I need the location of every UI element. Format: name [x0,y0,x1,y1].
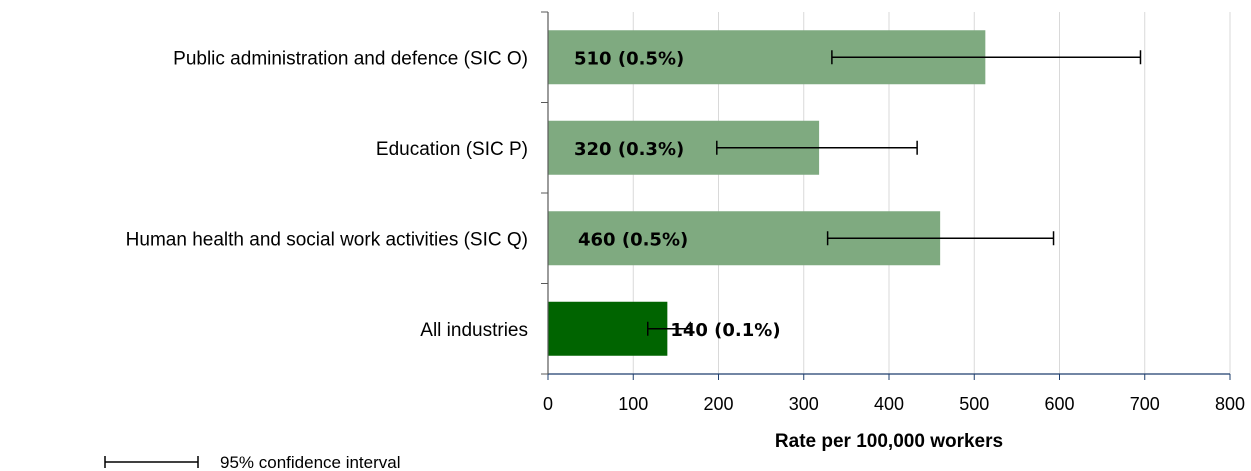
category-label: Education (SIC P) [376,139,528,160]
data-label: 460 (0.5%) [578,229,688,250]
legend-label: 95% confidence interval [220,453,401,471]
x-tick-label: 300 [789,394,819,414]
data-label: 140 (0.1%) [670,320,780,341]
data-label: 510 (0.5%) [574,48,684,69]
category-label: Public administration and defence (SIC O… [173,48,528,69]
bars [548,30,1142,356]
data-label: 320 (0.3%) [574,139,684,160]
legend: 95% confidence interval [104,453,401,471]
x-tick-label: 0 [543,394,553,414]
x-tick-label: 600 [1044,394,1074,414]
category-label: All industries [420,320,528,341]
x-tick-label: 200 [703,394,733,414]
axes [541,11,1231,380]
category-label: Human health and social work activities … [126,229,528,250]
x-tick-label: 400 [874,394,904,414]
x-tick-label: 800 [1215,394,1245,414]
x-tick-label: 100 [618,394,648,414]
labels: 0 100 200 300 400 500 600 700 800 Public administ… [126,48,1245,414]
x-axis-title: Rate per 100,000 workers [775,431,1003,452]
x-tick-label: 700 [1130,394,1160,414]
x-tick-label: 500 [959,394,989,414]
